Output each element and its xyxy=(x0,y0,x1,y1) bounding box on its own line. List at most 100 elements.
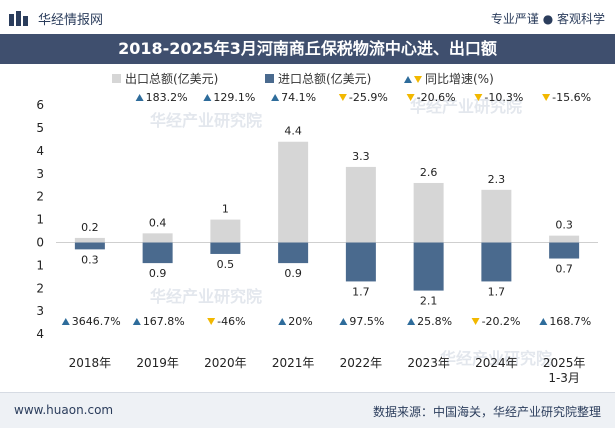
export-value-label: 1 xyxy=(222,203,229,216)
import-value-label: 0.9 xyxy=(149,267,167,280)
legend-growth-label: 同比增速(%) xyxy=(425,72,494,86)
export-value-label: 2.3 xyxy=(488,173,506,186)
export-bar xyxy=(142,233,173,243)
growth-down-icon xyxy=(474,94,483,101)
slogan: 专业严谨 ● 客观科学 xyxy=(490,12,605,26)
x-category-label: 2020年 xyxy=(204,356,247,370)
import-bar xyxy=(210,242,241,254)
watermark-text: 华经产业研究院 xyxy=(150,287,262,306)
x-category-label: 1-3月 xyxy=(548,371,580,385)
legend: 出口总额(亿美元) 进口总额(亿美元) 同比增速(%) xyxy=(112,71,494,86)
top-bar: 华经情报网 专业严谨 ● 客观科学 xyxy=(0,0,615,35)
x-category-label: 2018年 xyxy=(69,356,112,370)
import-growth-label: 3646.7% xyxy=(72,315,121,328)
export-value-label: 0.4 xyxy=(149,216,167,229)
legend-up-triangle-icon xyxy=(404,76,412,83)
import-value-label: 1.7 xyxy=(352,285,370,298)
brand: 华经情报网 xyxy=(8,9,103,28)
x-category-label: 2024年 xyxy=(475,356,518,370)
growth-up-icon xyxy=(407,318,416,325)
growth-up-icon xyxy=(132,318,141,325)
y-tick-label: 5 xyxy=(36,121,44,135)
export-growth-label: 183.2% xyxy=(146,91,188,104)
footer-url: www.huaon.com xyxy=(14,403,114,417)
growth-up-icon xyxy=(278,318,287,325)
import-bar xyxy=(142,242,173,264)
y-tick-label: 3 xyxy=(36,167,44,181)
export-value-label: 0.2 xyxy=(81,221,99,234)
export-growth-label: 74.1% xyxy=(281,91,316,104)
export-growth-label: -20.6% xyxy=(417,91,456,104)
export-value-label: 4.4 xyxy=(284,125,302,138)
x-category-label: 2021年 xyxy=(272,356,315,370)
export-value-label: 3.3 xyxy=(352,150,370,163)
import-growth-label: 25.8% xyxy=(417,315,452,328)
export-growth-label: -15.6% xyxy=(552,91,591,104)
legend-export-label: 出口总额(亿美元) xyxy=(125,71,218,86)
import-growth-label: 20% xyxy=(288,315,312,328)
growth-down-icon xyxy=(406,94,415,101)
growth-up-icon xyxy=(271,94,280,101)
x-category-label: 2023年 xyxy=(407,356,450,370)
growth-down-icon xyxy=(338,94,347,101)
footer-source: 数据来源：中国海关，华经产业研究院整理 xyxy=(372,405,601,419)
import-value-label: 0.5 xyxy=(217,258,235,271)
import-bar xyxy=(481,242,512,282)
legend-import-label: 进口总额(亿美元) xyxy=(278,71,371,86)
export-bar xyxy=(413,182,444,243)
y-tick-label: 2 xyxy=(36,190,44,204)
y-tick-label: 3 xyxy=(36,304,44,318)
import-bar xyxy=(345,242,376,282)
import-value-label: 0.3 xyxy=(81,253,99,266)
growth-up-icon xyxy=(339,318,348,325)
import-growth-label: 97.5% xyxy=(349,315,384,328)
legend-import-swatch xyxy=(265,74,274,83)
bars xyxy=(74,141,580,291)
y-tick-label: 0 xyxy=(36,236,44,250)
import-value-label: 2.1 xyxy=(420,295,438,308)
export-value-label: 2.6 xyxy=(420,166,438,179)
import-growth-label: 167.8% xyxy=(143,315,185,328)
import-growth-label: -20.2% xyxy=(482,315,521,328)
export-bar xyxy=(210,219,241,243)
growth-up-icon xyxy=(135,94,144,101)
growth-up-icon xyxy=(61,318,70,325)
y-tick-label: 6 xyxy=(36,98,44,112)
import-bar xyxy=(549,242,580,259)
footer: www.huaon.com 数据来源：中国海关，华经产业研究院整理 xyxy=(0,392,615,428)
watermark-text: 华经产业研究院 xyxy=(440,349,552,368)
export-growth-label: -10.3% xyxy=(484,91,523,104)
legend-export-swatch xyxy=(112,74,121,83)
growth-down-icon xyxy=(207,318,216,325)
import-value-label: 1.7 xyxy=(488,285,506,298)
export-bar xyxy=(74,237,105,243)
brand-logo-icon xyxy=(9,10,28,26)
y-tick-label: 4 xyxy=(36,327,44,341)
import-growth-label: -46% xyxy=(217,315,245,328)
import-value-label: 0.9 xyxy=(284,267,302,280)
growth-down-icon xyxy=(542,94,551,101)
y-tick-label: 4 xyxy=(36,144,44,158)
export-growth-label: -25.9% xyxy=(349,91,388,104)
chart-title: 2018-2025年3月河南商丘保税物流中心进、出口额 xyxy=(0,34,615,64)
export-bar xyxy=(278,141,309,243)
watermark-text: 华经产业研究院 xyxy=(410,97,522,116)
import-growth-label: 168.7% xyxy=(549,315,591,328)
export-bar xyxy=(481,189,512,243)
export-bar xyxy=(345,166,376,243)
export-value-label: 0.3 xyxy=(555,219,573,232)
import-value-label: 0.7 xyxy=(555,263,573,276)
growth-down-icon xyxy=(471,318,480,325)
axes: 6 5 4 3 2 1 0 1 2 3 4 2018年 2019年 2020年 2021年 2022年 2023… xyxy=(36,98,598,385)
x-category-label: 2019年 xyxy=(136,356,179,370)
import-bar xyxy=(278,242,309,264)
export-bar xyxy=(549,235,580,243)
growth-up-icon xyxy=(539,318,548,325)
brand-name: 华经情报网 xyxy=(38,13,104,28)
labels: 0.2 0.3 3646.7% 0.4 0.9 183.2% 167.8% 1 0.5 129.1… xyxy=(61,91,591,328)
x-category-label: 2025年 xyxy=(543,356,586,370)
y-tick-label: 1 xyxy=(36,213,44,227)
watermark-text: 华经产业研究院 xyxy=(150,111,262,130)
y-tick-label: 2 xyxy=(36,281,44,295)
